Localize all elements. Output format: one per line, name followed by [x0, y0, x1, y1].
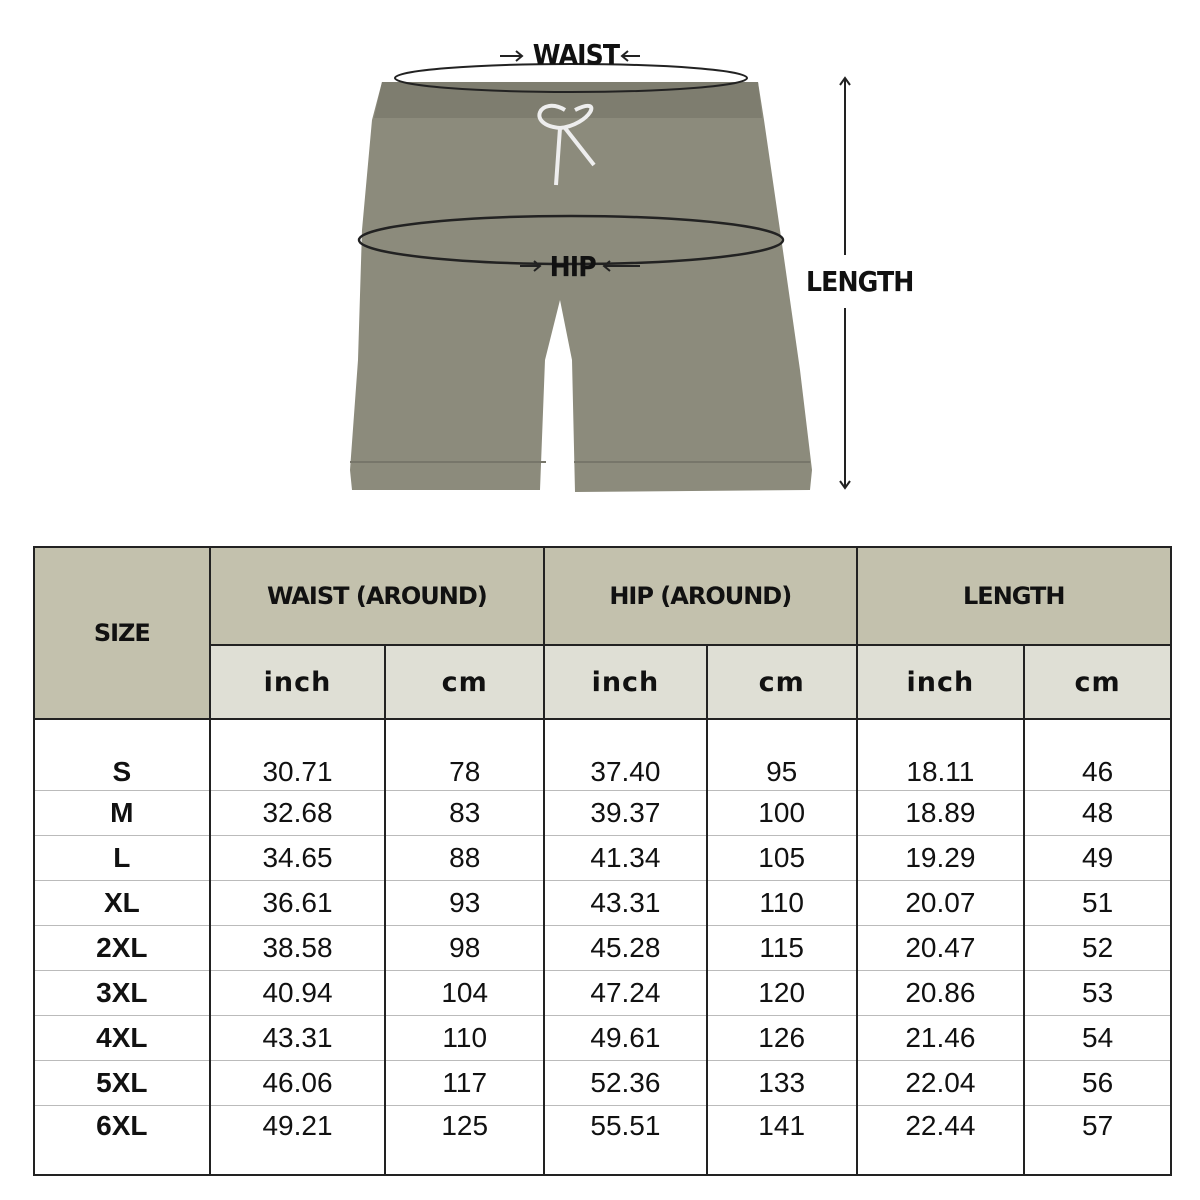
length-label: LENGTH	[805, 265, 914, 298]
size-cell: 2XL	[33, 925, 211, 971]
unit-header: inch	[543, 644, 708, 720]
value-cell: 39.37	[543, 790, 708, 836]
unit-header: inch	[208, 644, 387, 720]
value-cell: 18.89	[855, 790, 1026, 836]
value-cell: 40.94	[208, 970, 387, 1016]
value-cell: 49.61	[543, 1015, 708, 1061]
table-row: 2XL 38.58 98 45.28 115 20.47 52	[33, 925, 1172, 971]
value-cell: 52.36	[543, 1060, 708, 1106]
value-cell: 22.44	[855, 1105, 1026, 1176]
value-cell: 32.68	[208, 790, 387, 836]
arrow-icons	[500, 50, 851, 490]
table-row: 3XL 40.94 104 47.24 120 20.86 53	[33, 970, 1172, 1016]
value-cell: 120	[705, 970, 858, 1016]
table-row: S 30.71 78 37.40 95 18.11 46	[33, 719, 1172, 791]
value-cell: 48	[1023, 790, 1172, 836]
value-cell: 104	[384, 970, 546, 1016]
value-cell: 34.65	[208, 835, 387, 881]
value-cell: 141	[705, 1105, 858, 1176]
size-cell: 4XL	[33, 1015, 211, 1061]
value-cell: 78	[384, 719, 546, 791]
value-cell: 46.06	[208, 1060, 387, 1106]
unit-header: cm	[1023, 644, 1172, 720]
shorts-image	[350, 82, 812, 492]
value-cell: 43.31	[543, 880, 708, 926]
waist-header: WAIST (AROUND)	[208, 546, 546, 646]
value-cell: 117	[384, 1060, 546, 1106]
value-cell: 47.24	[543, 970, 708, 1016]
length-header: LENGTH	[855, 546, 1173, 646]
size-cell: 3XL	[33, 970, 211, 1016]
hip-measure-line	[357, 214, 785, 266]
size-header: SIZE	[33, 546, 211, 720]
value-cell: 98	[384, 925, 546, 971]
value-cell: 36.61	[208, 880, 387, 926]
size-cell: XL	[33, 880, 211, 926]
waist-measure-line	[394, 63, 748, 93]
waist-label: WAIST	[532, 38, 620, 71]
table-row: M 32.68 83 39.37 100 18.89 48	[33, 790, 1172, 836]
value-cell: 110	[384, 1015, 546, 1061]
value-cell: 125	[384, 1105, 546, 1176]
value-cell: 53	[1023, 970, 1172, 1016]
value-cell: 38.58	[208, 925, 387, 971]
value-cell: 83	[384, 790, 546, 836]
value-cell: 51	[1023, 880, 1172, 926]
value-cell: 45.28	[543, 925, 708, 971]
size-cell: S	[33, 719, 211, 791]
table-row: 5XL 46.06 117 52.36 133 22.04 56	[33, 1060, 1172, 1106]
table-row: 6XL 49.21 125 55.51 141 22.44 57	[33, 1105, 1172, 1176]
value-cell: 95	[705, 719, 858, 791]
size-cell: 6XL	[33, 1105, 211, 1176]
value-cell: 115	[705, 925, 858, 971]
value-cell: 133	[705, 1060, 858, 1106]
value-cell: 19.29	[855, 835, 1026, 881]
value-cell: 20.47	[855, 925, 1026, 971]
value-cell: 18.11	[855, 719, 1026, 791]
value-cell: 56	[1023, 1060, 1172, 1106]
value-cell: 43.31	[208, 1015, 387, 1061]
value-cell: 93	[384, 880, 546, 926]
size-cell: L	[33, 835, 211, 881]
value-cell: 110	[705, 880, 858, 926]
value-cell: 54	[1023, 1015, 1172, 1061]
value-cell: 20.86	[855, 970, 1026, 1016]
value-cell: 49	[1023, 835, 1172, 881]
table-row: 4XL 43.31 110 49.61 126 21.46 54	[33, 1015, 1172, 1061]
waistband	[374, 82, 762, 118]
value-cell: 37.40	[543, 719, 708, 791]
hip-label: HIP	[549, 250, 597, 283]
value-cell: 22.04	[855, 1060, 1026, 1106]
size-cell: 5XL	[33, 1060, 211, 1106]
unit-header: inch	[855, 644, 1026, 720]
table-row: XL 36.61 93 43.31 110 20.07 51	[33, 880, 1172, 926]
value-cell: 126	[705, 1015, 858, 1061]
value-cell: 49.21	[208, 1105, 387, 1176]
value-cell: 88	[384, 835, 546, 881]
value-cell: 41.34	[543, 835, 708, 881]
value-cell: 46	[1023, 719, 1172, 791]
value-cell: 55.51	[543, 1105, 708, 1176]
hip-header: HIP (AROUND)	[543, 546, 858, 646]
value-cell: 30.71	[208, 719, 387, 791]
size-cell: M	[33, 790, 211, 836]
size-chart-table: SIZE WAIST (AROUND) HIP (AROUND) LENGTH …	[33, 546, 1173, 1176]
table-row: L 34.65 88 41.34 105 19.29 49	[33, 835, 1172, 881]
value-cell: 100	[705, 790, 858, 836]
value-cell: 52	[1023, 925, 1172, 971]
value-cell: 57	[1023, 1105, 1172, 1176]
value-cell: 21.46	[855, 1015, 1026, 1061]
unit-header: cm	[705, 644, 858, 720]
shorts-diagram	[350, 50, 851, 492]
drawstring-icon	[537, 103, 596, 186]
unit-header: cm	[384, 644, 546, 720]
value-cell: 105	[705, 835, 858, 881]
value-cell: 20.07	[855, 880, 1026, 926]
